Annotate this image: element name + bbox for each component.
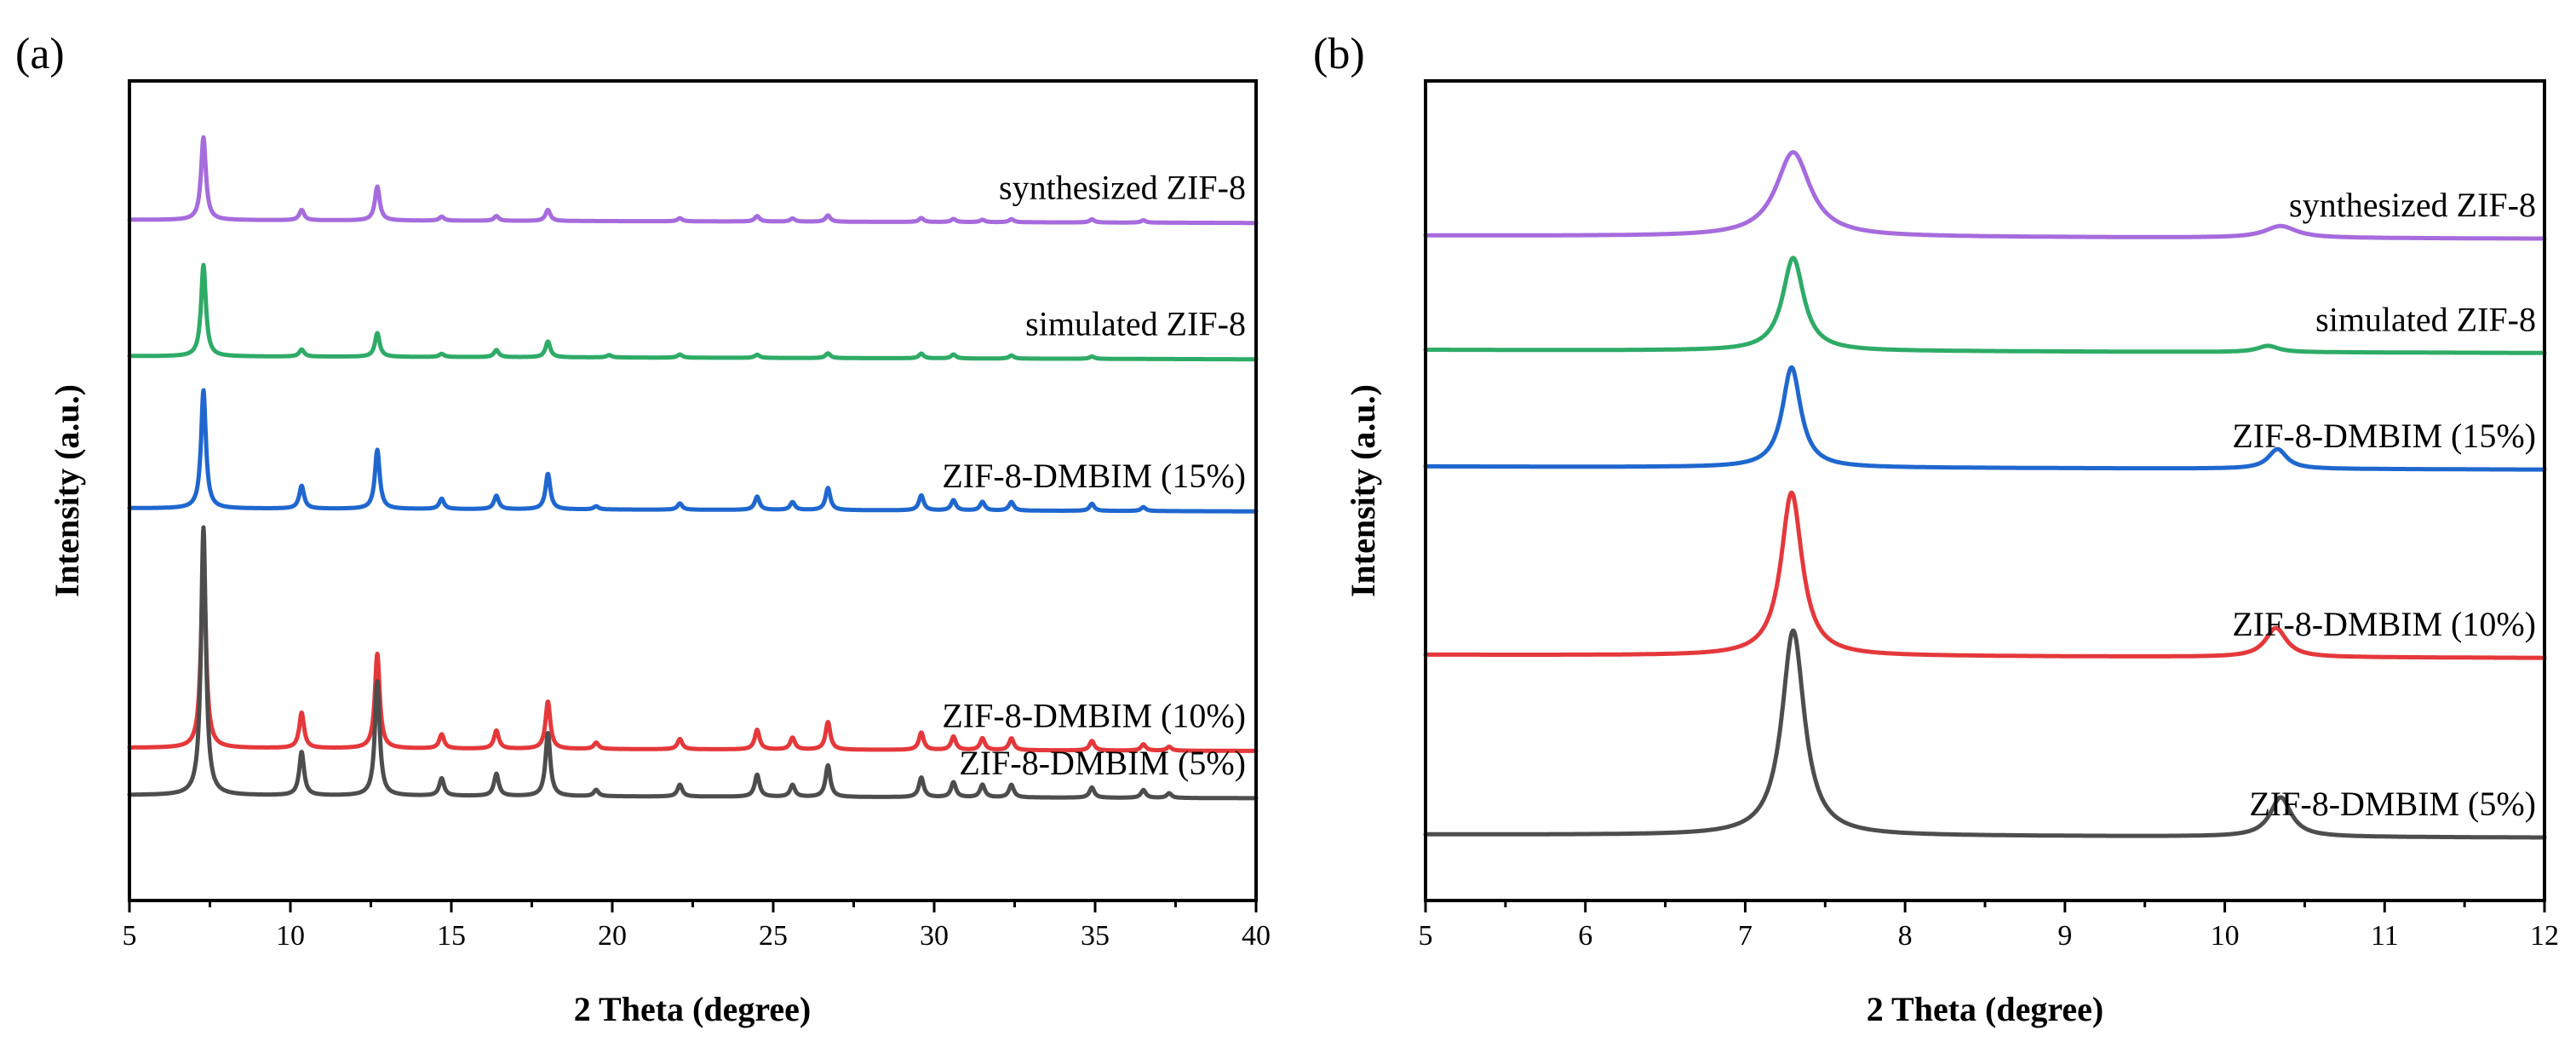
series-label-zif-8-dmbim-10: ZIF-8-DMBIM (10%) [942,696,1246,734]
panel-a: (a) 5 10 15 20 25 30 35 40 synthesized ZIF-8 sim… [15,30,1271,1028]
panel-a-label: (a) [15,30,65,78]
panel-b-x-axis-title: 2 Theta (degree) [1867,990,2103,1028]
panel-a-y-axis-title: Intensity (a.u.) [48,384,86,597]
series-label-zif-8-dmbim-10: ZIF-8-DMBIM (10%) [2232,605,2536,643]
x-tick-label-30: 30 [920,920,949,952]
series-label-zif-8-dmbim-5: ZIF-8-DMBIM (5%) [2249,785,2536,823]
series-label-zif-8-dmbim-15: ZIF-8-DMBIM (15%) [2232,417,2536,455]
series-line-zif-8-dmbim-10 [1423,490,2547,660]
panel-b-traces [1423,150,2547,840]
series-line-synthesized-zif-8 [1423,150,2547,241]
x-tick-label-35: 35 [1081,920,1110,952]
x-tick-label-11: 11 [2371,920,2399,952]
x-tick-label-10: 10 [276,920,305,952]
panel-b: (b) 5 6 7 8 9 10 11 12 synthesized ZIF-8 simulat… [1313,30,2559,1028]
panel-a-x-axis: 5 10 15 20 25 30 35 40 [123,901,1271,952]
series-line-simulated-zif-8 [1423,256,2547,355]
series-line-simulated-zif-8 [127,262,1259,362]
series-label-synthesized-zif-8: synthesized ZIF-8 [2289,186,2536,224]
x-tick-label-6: 6 [1578,920,1592,952]
series-line-zif-8-dmbim-5 [127,525,1259,801]
series-label-simulated-zif-8: simulated ZIF-8 [2315,300,2536,338]
x-tick-label-5: 5 [123,920,137,952]
panel-b-x-axis: 5 6 7 8 9 10 11 12 [1419,901,2559,952]
series-line-zif-8-dmbim-15 [1423,365,2547,472]
panel-b-label: (b) [1313,30,1365,78]
panel-a-x-axis-title: 2 Theta (degree) [574,990,811,1028]
panel-a-traces [127,135,1259,801]
x-tick-label-5: 5 [1419,920,1433,952]
x-tick-label-8: 8 [1898,920,1913,952]
x-tick-label-15: 15 [437,920,466,952]
panel-b-series-labels: synthesized ZIF-8 simulated ZIF-8 ZIF-8-DM… [2232,186,2536,823]
series-line-zif-8-dmbim-5 [1423,628,2547,840]
series-label-zif-8-dmbim-15: ZIF-8-DMBIM (15%) [942,457,1246,495]
series-label-zif-8-dmbim-5: ZIF-8-DMBIM (5%) [959,744,1246,782]
x-tick-label-40: 40 [1242,920,1271,952]
panel-a-series-labels: synthesized ZIF-8 simulated ZIF-8 ZIF-8-DM… [942,169,1246,782]
x-tick-label-9: 9 [2057,920,2072,952]
x-tick-label-7: 7 [1738,920,1753,952]
series-line-zif-8-dmbim-15 [127,388,1259,514]
series-line-synthesized-zif-8 [127,135,1259,226]
panel-b-y-axis-title: Intensity (a.u.) [1344,384,1382,597]
x-tick-label-12: 12 [2530,920,2559,952]
series-label-simulated-zif-8: simulated ZIF-8 [1025,305,1246,343]
series-label-synthesized-zif-8: synthesized ZIF-8 [999,169,1246,207]
x-tick-label-20: 20 [598,920,627,952]
x-tick-label-10: 10 [2211,920,2240,952]
x-tick-label-25: 25 [759,920,788,952]
series-line-zif-8-dmbim-10 [127,556,1259,753]
